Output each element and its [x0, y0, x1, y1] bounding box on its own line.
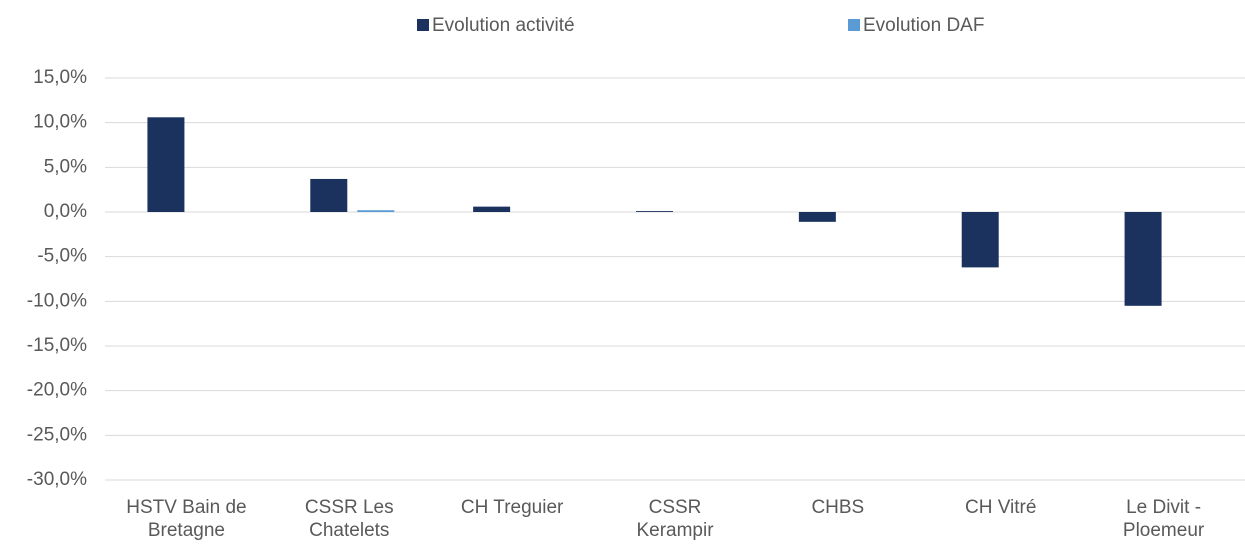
x-tick-label: CH Vitré — [964, 497, 1037, 518]
x-tick-label: Le Divit - Ploemeur — [1122, 497, 1205, 541]
y-tick-label: 15,0% — [33, 67, 87, 88]
legend-swatch — [848, 19, 860, 31]
y-tick-label: -20,0% — [27, 380, 87, 401]
y-tick-label: -15,0% — [27, 335, 87, 356]
bar — [1124, 212, 1162, 306]
x-tick-label: HSTV Bain de Bretagne — [126, 497, 247, 541]
y-tick-label: 0,0% — [44, 201, 87, 222]
bar — [357, 210, 395, 212]
legend-label: Evolution DAF — [863, 15, 984, 36]
y-tick-label: -30,0% — [27, 469, 87, 490]
bar — [798, 212, 836, 222]
y-tick-label: 10,0% — [33, 112, 87, 133]
y-tick-label: -25,0% — [27, 424, 87, 445]
x-tick-label: CSSR Les Chatelets — [304, 497, 394, 541]
y-tick-label: 5,0% — [44, 156, 87, 177]
bar — [310, 178, 348, 212]
x-tick-label: CSSR Kerampir — [636, 497, 714, 541]
x-tick-label: CHBS — [811, 497, 865, 518]
x-tick-label: CH Treguier — [460, 497, 564, 518]
bar — [961, 212, 999, 268]
y-tick-label: -10,0% — [27, 290, 87, 311]
bar — [473, 206, 511, 212]
bar — [147, 117, 185, 212]
legend-label: Evolution activité — [432, 15, 575, 36]
legend-swatch — [417, 19, 429, 31]
y-tick-label: -5,0% — [37, 246, 87, 267]
bar — [636, 211, 673, 212]
